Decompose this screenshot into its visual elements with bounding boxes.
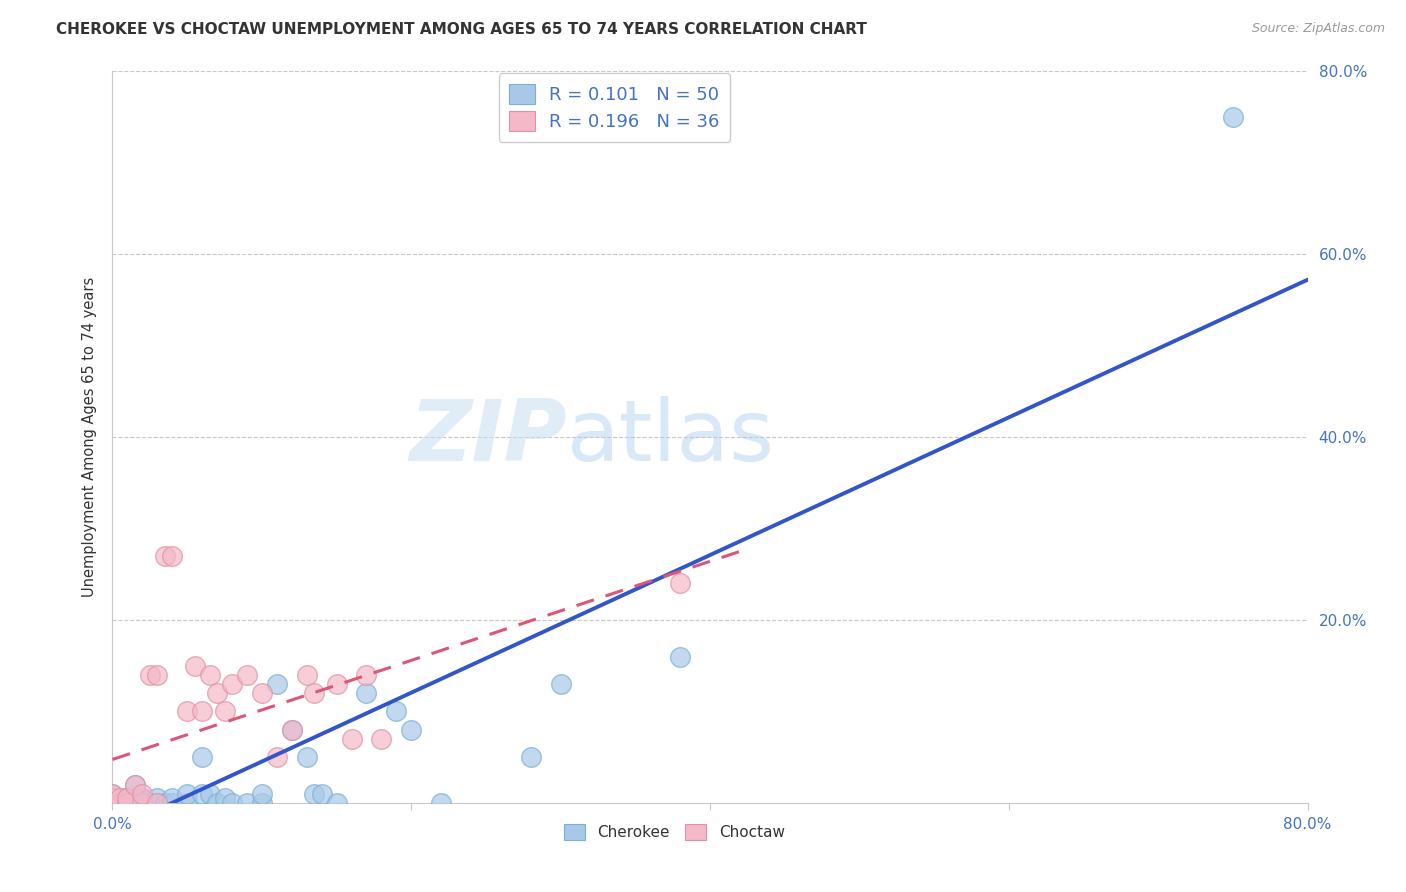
Point: [669, 576, 692, 591]
Point: [131, 791, 153, 805]
Point: [124, 778, 146, 792]
Point: [117, 796, 139, 810]
Point: [325, 796, 347, 810]
Point: [221, 677, 243, 691]
Point: [198, 667, 221, 681]
Point: [205, 796, 228, 810]
Text: Source: ZipAtlas.com: Source: ZipAtlas.com: [1251, 22, 1385, 36]
Point: [205, 686, 228, 700]
Point: [108, 796, 131, 810]
Point: [117, 791, 139, 805]
Point: [325, 677, 347, 691]
Point: [101, 796, 124, 810]
Point: [295, 667, 318, 681]
Point: [131, 787, 153, 801]
Point: [401, 723, 423, 737]
Point: [356, 686, 378, 700]
Point: [101, 796, 124, 810]
Point: [108, 796, 131, 810]
Point: [108, 791, 131, 805]
Point: [101, 787, 124, 801]
Point: [191, 750, 214, 764]
Point: [221, 796, 243, 810]
Point: [153, 549, 176, 563]
Point: [117, 791, 139, 805]
Point: [250, 796, 273, 810]
Point: [176, 796, 198, 810]
Point: [302, 787, 325, 801]
Point: [131, 791, 153, 805]
Point: [266, 750, 288, 764]
Point: [101, 796, 124, 810]
Point: [281, 723, 304, 737]
Point: [236, 667, 259, 681]
Point: [146, 796, 169, 810]
Point: [146, 667, 169, 681]
Point: [146, 791, 169, 805]
Point: [198, 787, 221, 801]
Point: [101, 791, 124, 805]
Point: [139, 796, 162, 810]
Point: [302, 686, 325, 700]
Point: [669, 649, 692, 664]
Text: ZIP: ZIP: [409, 395, 567, 479]
Point: [108, 796, 131, 810]
Point: [385, 705, 408, 719]
Point: [101, 796, 124, 810]
Point: [250, 787, 273, 801]
Point: [101, 796, 124, 810]
Point: [266, 677, 288, 691]
Point: [295, 750, 318, 764]
Point: [520, 750, 543, 764]
Point: [153, 796, 176, 810]
Point: [430, 796, 453, 810]
Point: [117, 796, 139, 810]
Point: [214, 705, 236, 719]
Point: [131, 796, 153, 810]
Point: [101, 791, 124, 805]
Point: [250, 686, 273, 700]
Point: [236, 796, 259, 810]
Point: [131, 796, 153, 810]
Point: [162, 549, 183, 563]
Point: [214, 791, 236, 805]
Text: CHEROKEE VS CHOCTAW UNEMPLOYMENT AMONG AGES 65 TO 74 YEARS CORRELATION CHART: CHEROKEE VS CHOCTAW UNEMPLOYMENT AMONG A…: [56, 22, 868, 37]
Point: [311, 787, 333, 801]
Point: [117, 796, 139, 810]
Text: atlas: atlas: [567, 395, 775, 479]
Point: [101, 791, 124, 805]
Point: [131, 796, 153, 810]
Point: [162, 791, 183, 805]
Point: [191, 705, 214, 719]
Point: [124, 778, 146, 792]
Point: [176, 787, 198, 801]
Point: [162, 796, 183, 810]
Point: [340, 731, 363, 746]
Legend: Cherokee, Choctaw: Cherokee, Choctaw: [558, 818, 790, 847]
Point: [101, 787, 124, 801]
Point: [370, 731, 392, 746]
Point: [281, 723, 304, 737]
Point: [117, 791, 139, 805]
Point: [139, 667, 162, 681]
Point: [101, 796, 124, 810]
Point: [1222, 110, 1244, 124]
Y-axis label: Unemployment Among Ages 65 to 74 years: Unemployment Among Ages 65 to 74 years: [82, 277, 97, 598]
Point: [146, 796, 169, 810]
Point: [191, 787, 214, 801]
Point: [176, 705, 198, 719]
Point: [356, 667, 378, 681]
Point: [101, 796, 124, 810]
Point: [183, 658, 205, 673]
Point: [108, 791, 131, 805]
Point: [124, 796, 146, 810]
Point: [550, 677, 572, 691]
